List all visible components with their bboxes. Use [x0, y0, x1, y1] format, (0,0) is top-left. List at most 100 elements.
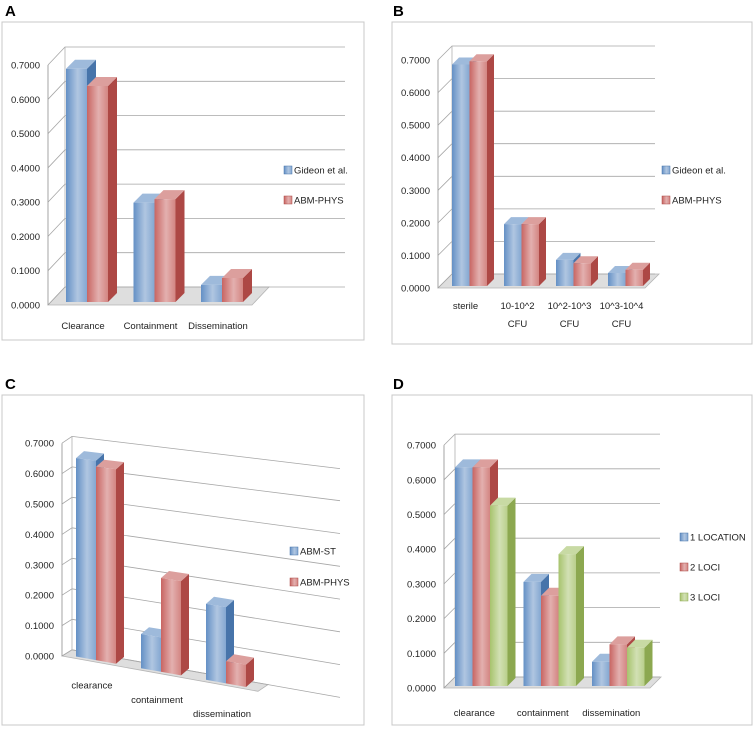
y-tick-label: 0.5000 [25, 500, 54, 511]
bar-side-face [175, 190, 185, 302]
bar-3-loci-containment [558, 546, 584, 686]
panel-letter: A [5, 3, 16, 20]
bar-side-face [643, 262, 650, 286]
y-tick-label: 0.1000 [401, 251, 430, 262]
legend-label: ABM-ST [300, 547, 336, 558]
bar-top-face [226, 654, 254, 665]
legend-label: 2 LOCI [690, 563, 720, 574]
bar-top-face [490, 497, 516, 506]
panel-d: D 0.0000 0.1000 0.2000 0.3000 0.4000 0.5000 0.6… [391, 376, 753, 726]
x-category-label: clearance [71, 681, 112, 692]
y-tick-label: 0.6000 [11, 95, 40, 106]
bar-abm-phys-10-10-2-cfu [521, 217, 546, 286]
bar-front-face [608, 273, 626, 286]
bar-side-face [644, 639, 653, 686]
bar-top-face [504, 217, 529, 225]
bar-front-face [609, 644, 627, 686]
bar-front-face [154, 199, 176, 302]
y-tick-label: 0.0000 [407, 684, 436, 695]
y-tick-label: 0.4000 [25, 530, 54, 541]
legend-label: ABM-PHYS [300, 578, 350, 589]
y-tick-label: 0.1000 [407, 649, 436, 660]
bar-top-face [469, 54, 494, 62]
x-category-label-line: containment [517, 708, 569, 719]
legend-label: 3 LOCI [690, 593, 720, 604]
bar-top-face [206, 596, 234, 608]
legend-item-1-location: 1 LOCATION [679, 532, 746, 544]
bar-front-face [222, 278, 243, 302]
legend-swatch [289, 546, 299, 556]
y-tick-label: 0.7000 [407, 441, 436, 452]
bar-side-face [539, 217, 546, 286]
y-tick-label: 0.5000 [401, 121, 430, 132]
chart-frame [391, 21, 753, 345]
panel-b: B 0.0000 0.1000 0.2000 0.3000 0.4000 0.5000 0.6… [391, 3, 753, 345]
x-category-label-line: Dissemination [188, 321, 248, 332]
bar-abm-phys-10-2-10-3-cfu [573, 256, 598, 286]
y-tick-label: 0.6000 [25, 469, 54, 480]
panel-letter: B [393, 3, 404, 20]
legend-swatch [289, 577, 299, 587]
legend-item-3-loci: 3 LOCI [679, 593, 720, 604]
bar-side-face [116, 462, 124, 664]
bar-front-face [87, 86, 108, 302]
bar-front-face [558, 554, 576, 686]
bar-front-face [472, 467, 490, 686]
y-tick-label: 0.1000 [25, 621, 54, 632]
x-category-label: containment [131, 695, 183, 706]
x-category-label: dissemination [582, 708, 640, 719]
legend-item-abm-phys: ABM-PHYS [661, 196, 722, 207]
y-tick-label: 0.4000 [401, 153, 430, 164]
x-category-label-line: CFU [612, 319, 632, 330]
bar-front-face [556, 259, 574, 286]
bar-front-face [96, 466, 116, 664]
y-tick-label: 0.2000 [25, 591, 54, 602]
x-category-label-line: dissemination [193, 709, 251, 720]
bar-side-face [591, 256, 598, 286]
y-tick-label: 0.2000 [11, 232, 40, 243]
x-category-label-line: clearance [454, 708, 495, 719]
x-category-label: 10^3-10^4 CFU [600, 301, 644, 330]
bar-top-face [66, 59, 96, 69]
bar-front-face [201, 284, 222, 302]
legend-swatch [679, 532, 689, 542]
legend-item-2-loci: 2 LOCI [679, 563, 720, 574]
x-category-label: 10-10^2 CFU [500, 301, 534, 330]
legend-item-abm-st: ABM-ST [289, 546, 336, 558]
legend: Gideon et al. ABM-PHYS [661, 166, 726, 207]
bar-front-face [141, 634, 161, 672]
bar-top-face [558, 546, 584, 555]
x-category-label: Clearance [61, 321, 104, 332]
y-tick-label: 0.7000 [11, 61, 40, 72]
y-tick-label: 0.5000 [407, 510, 436, 521]
y-tick-label: 0.1000 [11, 266, 40, 277]
x-category-label: containment [517, 708, 569, 719]
y-tick-label: 0.7000 [25, 439, 54, 450]
bar-front-face [206, 603, 226, 684]
panel-letter: C [5, 376, 16, 393]
bar-top-face [76, 451, 104, 461]
bar-side-face [246, 657, 254, 687]
bar-3-loci-dissemination [627, 639, 653, 686]
bar-3-loci-clearance [490, 497, 516, 686]
y-tick-label: 0.4000 [11, 163, 40, 174]
bar-front-face [490, 505, 508, 686]
bar-top-face [96, 459, 124, 470]
x-category-label-line: CFU [508, 319, 528, 330]
y-tick-label: 0.0000 [401, 284, 430, 295]
bar-top-face [627, 639, 653, 648]
y-tick-label: 0.0000 [25, 652, 54, 663]
legend: ABM-ST ABM-PHYS [289, 546, 350, 589]
y-tick-label: 0.7000 [401, 56, 430, 67]
legend: 1 LOCATION 2 LOCI 3 LOCI [679, 532, 746, 604]
bar-abm-phys-10-3-10-4-cfu [625, 262, 650, 286]
legend-item-abm-phys: ABM-PHYS [283, 196, 344, 207]
bar-side-face [507, 497, 516, 686]
bar-top-face [556, 252, 581, 260]
x-category-label-line: 10^2-10^3 [548, 301, 592, 312]
y-tick-label: 0.2000 [407, 614, 436, 625]
legend-item-abm-phys: ABM-PHYS [289, 577, 350, 589]
x-category-label-line: sterile [453, 301, 478, 312]
bar-abm-phys-clearance [96, 459, 124, 664]
